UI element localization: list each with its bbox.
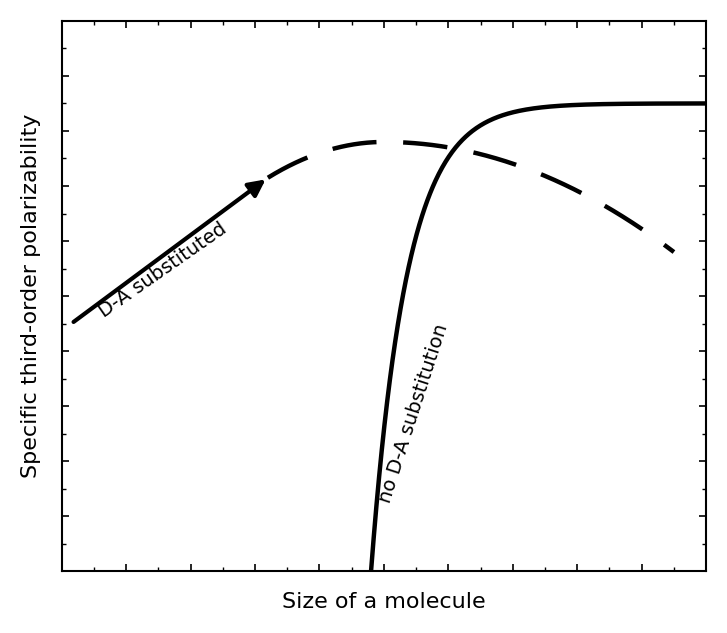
X-axis label: Size of a molecule: Size of a molecule xyxy=(282,592,486,612)
Y-axis label: Specific third-order polarizability: Specific third-order polarizability xyxy=(21,114,41,479)
Text: no D-A substitution: no D-A substitution xyxy=(376,322,451,505)
Text: D-A substituted: D-A substituted xyxy=(96,219,230,321)
